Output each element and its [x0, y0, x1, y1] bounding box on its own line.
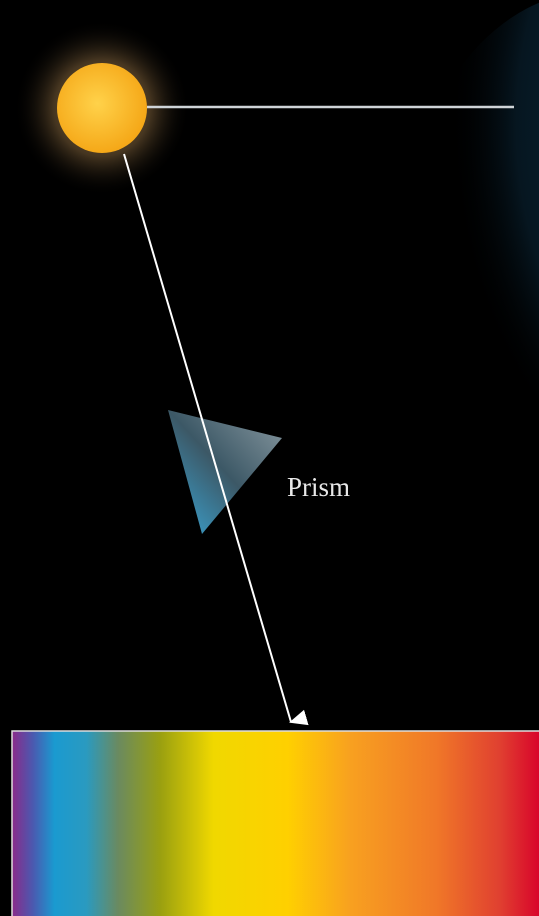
prism: [168, 410, 282, 534]
prism-label: Prism: [287, 472, 350, 502]
light-ray-arrow: [123, 153, 309, 726]
spectrum: [11, 730, 539, 916]
planet-glow: [410, 2, 539, 458]
sun: [57, 63, 147, 153]
